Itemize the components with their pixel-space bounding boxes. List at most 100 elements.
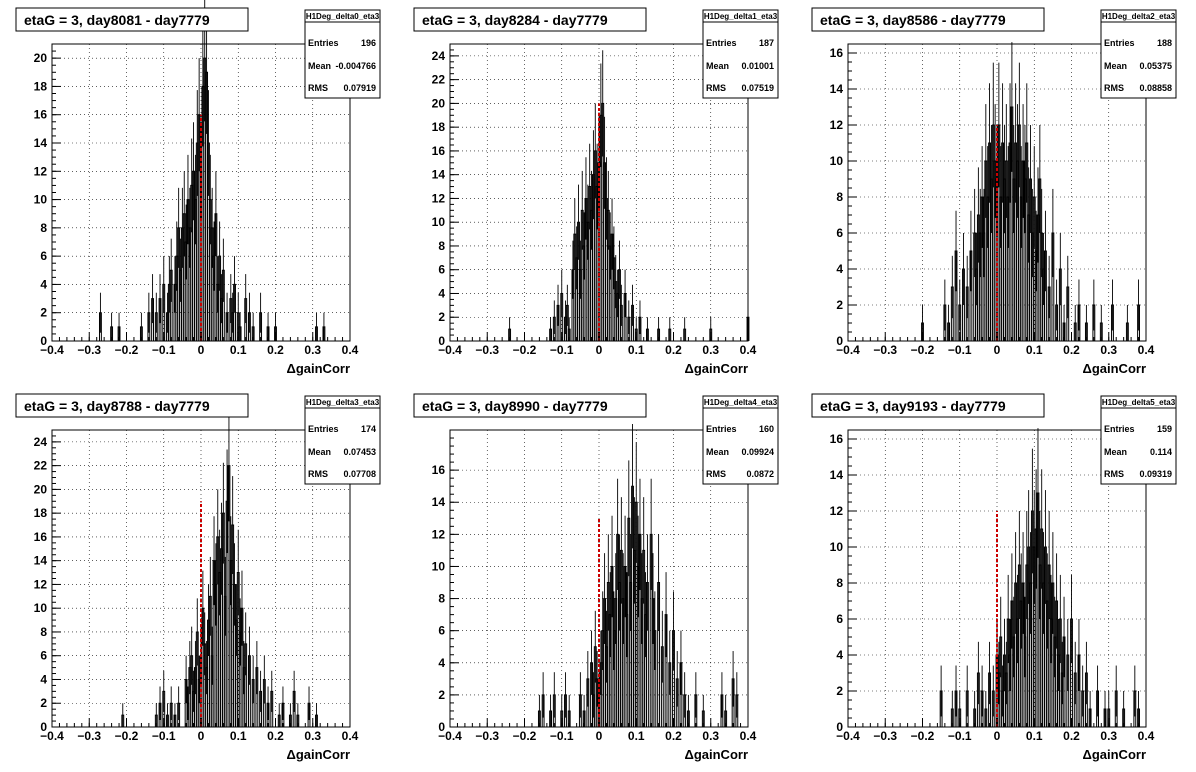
y-tick-label: 16: [432, 463, 446, 477]
y-tick-label: 2: [438, 688, 445, 702]
stats-entries-value: 188: [1157, 38, 1172, 48]
chart-panel-2: −0.4 −0.3 −0.2 −0.1 0 0.1 0.2 0.3 0.402468101214…: [413, 7, 779, 376]
stats-rms-label: RMS: [706, 469, 726, 479]
y-tick-label: 4: [40, 672, 47, 686]
y-tick-label: 0: [836, 720, 843, 734]
chart-title: etaG = 3, day8081 - day7779: [24, 12, 210, 28]
y-tick-label: 16: [830, 46, 844, 60]
stats-mean-value: 0.09924: [741, 447, 774, 457]
x-tick-label: 0.4: [342, 343, 359, 357]
y-tick-label: 24: [432, 49, 446, 63]
x-tick-label: 0.2: [1063, 729, 1080, 743]
x-tick-label: −0.4: [438, 729, 462, 743]
y-tick-label: 8: [40, 625, 47, 639]
x-tick-label: 0.3: [702, 729, 719, 743]
stats-box: [1100, 9, 1177, 99]
x-tick-label: 0.4: [342, 729, 359, 743]
x-tick-label: 0.2: [1063, 343, 1080, 357]
x-tick-label: −0.1: [550, 343, 574, 357]
x-tick-label: −0.1: [948, 729, 972, 743]
y-tick-label: 2: [40, 306, 47, 320]
y-tick-label: 6: [438, 624, 445, 638]
stats-rms-value: 0.07519: [741, 83, 774, 93]
x-tick-label: 0.4: [1138, 729, 1155, 743]
y-tick-label: 6: [40, 249, 47, 263]
x-tick-label: −0.1: [948, 343, 972, 357]
x-tick-label: 0: [994, 729, 1001, 743]
y-tick-label: 12: [432, 191, 446, 205]
y-tick-label: 8: [40, 221, 47, 235]
x-tick-label: −0.3: [873, 343, 897, 357]
chart-title: etaG = 3, day8284 - day7779: [422, 12, 608, 28]
stats-mean-value: 0.114: [1150, 447, 1172, 457]
stats-box-name: H1Deg_delta5_eta3: [1102, 398, 1176, 407]
stats-entries-label: Entries: [1104, 38, 1135, 48]
y-tick-label: 12: [830, 118, 844, 132]
stats-entries-value: 196: [361, 38, 376, 48]
stats-rms-label: RMS: [1104, 469, 1124, 479]
stats-rms-value: 0.0872: [746, 469, 774, 479]
y-tick-label: 14: [34, 136, 48, 150]
y-tick-label: 10: [34, 193, 48, 207]
y-tick-label: 20: [34, 51, 48, 65]
stats-entries-label: Entries: [308, 38, 339, 48]
chart-panel-1: −0.4 −0.3 −0.2 −0.1 0 0.1 0.2 0.3 0.4 0 2 4 6 8 10 12 14…: [15, 0, 381, 376]
y-tick-label: 6: [836, 612, 843, 626]
stats-mean-label: Mean: [1104, 61, 1127, 71]
chart-title: etaG = 3, day8990 - day7779: [422, 398, 608, 414]
x-tick-label: −0.3: [77, 343, 101, 357]
y-tick-label: 0: [40, 720, 47, 734]
x-tick-label: 0.3: [304, 343, 321, 357]
x-tick-label: 0.2: [665, 729, 682, 743]
x-tick-label: −0.3: [475, 729, 499, 743]
stats-box: [1100, 395, 1177, 485]
x-tick-label: 0: [198, 729, 205, 743]
chart-panel-3: −0.4 −0.3 −0.2 −0.1 0 0.1 0.2 0.3 0.4 0 2 4 6 8 10 12 14…: [811, 7, 1177, 376]
stats-box-name: H1Deg_delta4_eta3: [704, 398, 778, 407]
x-tick-label: −0.1: [152, 343, 176, 357]
x-tick-label: 0.2: [267, 729, 284, 743]
title-box: [413, 393, 647, 418]
x-tick-label: 0: [198, 343, 205, 357]
y-tick-label: 18: [432, 120, 446, 134]
stats-entries-value: 174: [361, 424, 376, 434]
x-tick-label: −0.2: [513, 729, 537, 743]
stats-mean-label: Mean: [308, 447, 331, 457]
stats-box-name: H1Deg_delta1_eta3: [704, 12, 778, 21]
y-tick-label: 2: [836, 298, 843, 312]
x-axis-label: ΔgainCorr: [684, 747, 748, 762]
y-tick-label: 12: [34, 577, 48, 591]
y-tick-label: 14: [432, 495, 446, 509]
stats-entries-label: Entries: [1104, 424, 1135, 434]
y-tick-label: 14: [34, 554, 48, 568]
x-tick-label: −0.2: [115, 729, 139, 743]
y-tick-label: 4: [836, 648, 843, 662]
y-tick-label: 22: [34, 459, 48, 473]
chart-panel-6: −0.4 −0.3 −0.2 −0.1 0 0.1 0.2 0.3 0.4 0 2 4 6 8 10 12 14…: [811, 393, 1177, 762]
x-tick-label: −0.4: [40, 343, 64, 357]
y-tick-label: 10: [830, 154, 844, 168]
stats-entries-value: 159: [1157, 424, 1172, 434]
x-tick-label: −0.2: [513, 343, 537, 357]
y-tick-label: 4: [836, 262, 843, 276]
chart-panel-5: −0.4 −0.3 −0.2 −0.1 0 0.1 0.2 0.3 0.4 0 2 4 6 8 10 12 14…: [413, 393, 779, 762]
x-tick-label: 0.1: [230, 343, 247, 357]
title-box: [413, 7, 647, 32]
stats-mean-label: Mean: [1104, 447, 1127, 457]
y-tick-label: 22: [432, 73, 446, 87]
stats-mean-value: 0.01001: [741, 61, 774, 71]
x-tick-label: −0.1: [550, 729, 574, 743]
x-tick-label: −0.4: [40, 729, 64, 743]
x-axis-label: ΔgainCorr: [1082, 361, 1146, 376]
chart-title: etaG = 3, day8788 - day7779: [24, 398, 210, 414]
x-tick-label: 0.4: [740, 729, 757, 743]
y-tick-label: 6: [836, 226, 843, 240]
y-tick-label: 10: [34, 601, 48, 615]
y-tick-label: 24: [34, 435, 48, 449]
y-tick-label: 2: [438, 310, 445, 324]
x-tick-label: 0.2: [267, 343, 284, 357]
y-tick-label: 12: [34, 164, 48, 178]
x-tick-label: 0.1: [628, 729, 645, 743]
y-tick-label: 0: [836, 334, 843, 348]
